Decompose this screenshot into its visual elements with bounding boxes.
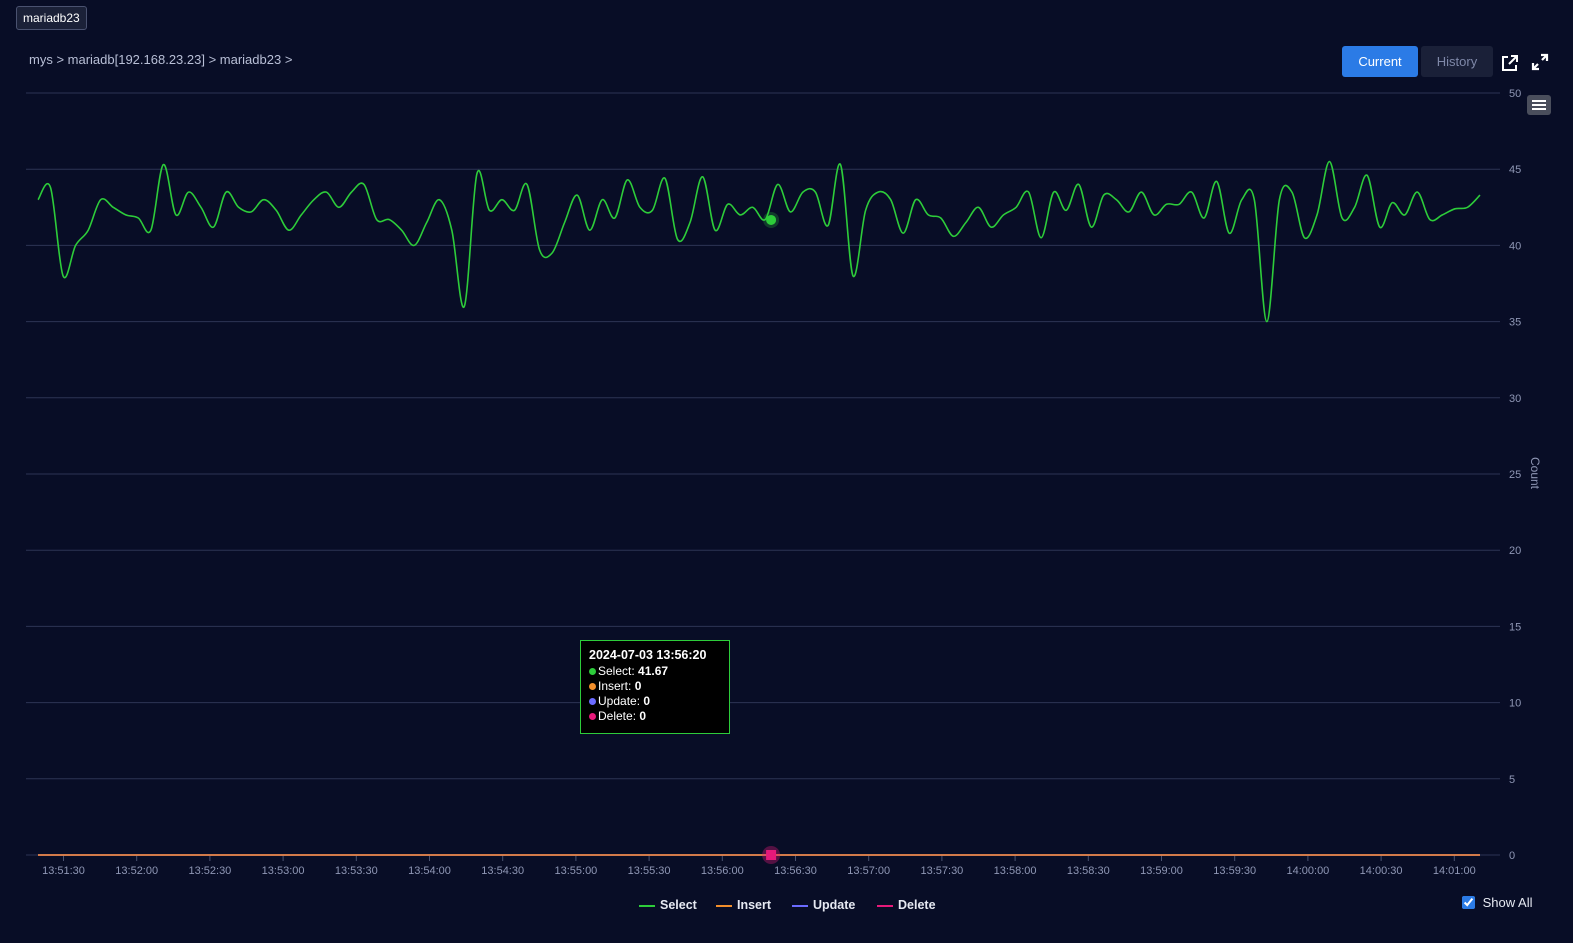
legend-swatch [639, 904, 655, 907]
y-tick-label: 25 [1509, 469, 1521, 481]
legend-item-delete[interactable]: Delete [877, 898, 936, 912]
tooltip-series-value: 0 [634, 679, 642, 693]
y-tick-label: 30 [1509, 393, 1521, 405]
show-all-toggle[interactable]: Show All [1462, 895, 1533, 910]
hover-marker-delete [766, 850, 777, 860]
legend-label: Delete [898, 898, 936, 912]
tooltip-series-value: 0 [643, 694, 651, 708]
window-title-badge: mariadb23 [16, 6, 87, 30]
x-tick-label: 14:00:30 [1360, 865, 1403, 877]
x-tick-label: 13:52:30 [188, 865, 231, 877]
x-tick-label: 13:58:00 [994, 865, 1037, 877]
chart-legend: Select Insert Update Delete [0, 898, 1573, 916]
legend-item-insert[interactable]: Insert [716, 898, 771, 912]
tooltip-series-name: Select: [598, 664, 639, 678]
tooltip-series-name: Update: [598, 694, 644, 708]
x-tick-label: 13:58:30 [1067, 865, 1110, 877]
expand-icon[interactable] [1530, 52, 1550, 72]
legend-item-select[interactable]: Select [639, 898, 697, 912]
y-tick-label: 10 [1509, 698, 1521, 710]
series-dot [589, 698, 596, 705]
x-tick-label: 13:56:30 [774, 865, 817, 877]
series-line-select [37, 160, 1481, 323]
x-tick-label: 13:56:00 [701, 865, 744, 877]
x-tick-label: 14:01:00 [1433, 865, 1476, 877]
y-tick-label: 20 [1509, 545, 1521, 557]
y-tick-label: 40 [1509, 240, 1521, 252]
breadcrumb: mys > mariadb[192.168.23.23] > mariadb23… [29, 52, 293, 67]
x-tick-label: 13:54:00 [408, 865, 451, 877]
y-tick-label: 45 [1509, 164, 1521, 176]
x-tick-label: 13:52:00 [115, 865, 158, 877]
show-all-checkbox[interactable] [1462, 896, 1475, 909]
y-axis-label: Count [1528, 457, 1542, 490]
x-tick-label: 13:54:30 [481, 865, 524, 877]
x-tick-label: 13:51:30 [42, 865, 85, 877]
tooltip-series-value: 0 [639, 709, 647, 723]
tooltip-row: Select: 41.67 [589, 664, 721, 679]
tooltip-series-name: Insert: [598, 679, 635, 693]
series-dot [589, 713, 596, 720]
y-tick-label: 50 [1509, 88, 1521, 100]
hover-halo [762, 846, 781, 864]
x-tick-label: 13:59:30 [1213, 865, 1256, 877]
tooltip-row: Delete: 0 [589, 709, 721, 724]
legend-label: Select [660, 898, 697, 912]
history-button[interactable]: History [1421, 46, 1493, 77]
tooltip-series-value: 41.67 [638, 664, 669, 678]
x-tick-label: 13:55:30 [628, 865, 671, 877]
tooltip-timestamp: 2024-07-03 13:56:20 [589, 648, 707, 662]
legend-swatch [716, 904, 732, 907]
series-dot [589, 668, 596, 675]
tooltip-row: Insert: 0 [589, 679, 721, 694]
hamburger-menu-icon[interactable] [1527, 95, 1551, 115]
show-all-label: Show All [1482, 895, 1533, 910]
series-dot [589, 683, 596, 690]
x-tick-label: 13:53:00 [262, 865, 305, 877]
external-link-icon[interactable] [1500, 53, 1520, 73]
x-tick-label: 14:00:00 [1286, 865, 1329, 877]
legend-swatch [877, 904, 893, 907]
x-tick-label: 13:59:00 [1140, 865, 1183, 877]
legend-label: Update [813, 898, 856, 912]
hover-halo [763, 211, 780, 228]
x-tick-label: 13:53:30 [335, 865, 378, 877]
current-button[interactable]: Current [1342, 46, 1418, 77]
x-tick-label: 13:57:30 [920, 865, 963, 877]
legend-item-update[interactable]: Update [792, 898, 855, 912]
x-tick-label: 13:57:00 [847, 865, 890, 877]
y-tick-label: 0 [1509, 850, 1515, 862]
chart-tooltip: 2024-07-03 13:56:20 Select: 41.67 Insert:… [580, 640, 730, 734]
tooltip-row: Update: 0 [589, 694, 721, 709]
x-tick-label: 13:55:00 [554, 865, 597, 877]
y-tick-label: 35 [1509, 317, 1521, 329]
y-tick-label: 15 [1509, 621, 1521, 633]
y-tick-label: 5 [1509, 774, 1515, 786]
tooltip-series-name: Delete: [598, 709, 640, 723]
legend-label: Insert [737, 898, 772, 912]
legend-swatch [792, 904, 808, 907]
hover-marker-select [766, 214, 777, 225]
